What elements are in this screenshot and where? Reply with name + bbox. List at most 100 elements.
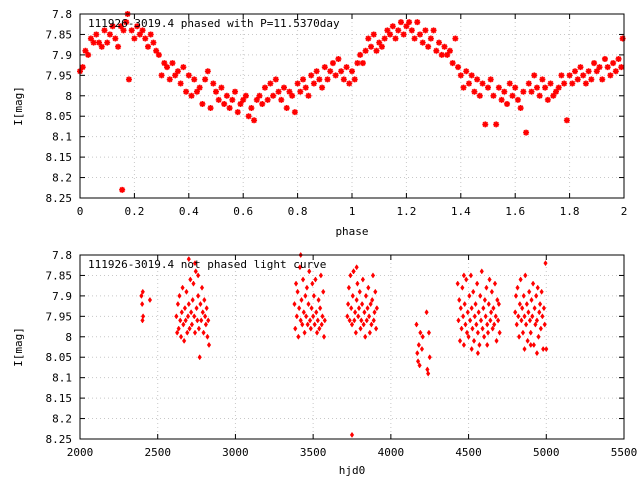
data-point	[585, 68, 592, 75]
data-point	[349, 321, 355, 328]
data-point	[534, 292, 539, 299]
data-point	[521, 292, 526, 299]
data-point	[304, 313, 309, 320]
data-point	[588, 76, 595, 83]
data-point	[533, 84, 540, 91]
data-point	[474, 76, 481, 83]
data-point	[292, 301, 297, 308]
data-point	[354, 264, 359, 271]
data-point	[478, 317, 484, 324]
y-tick-label: 8.2	[52, 413, 72, 426]
data-point	[183, 88, 190, 95]
data-point	[427, 35, 434, 42]
data-point	[475, 329, 481, 336]
data-point	[313, 68, 320, 75]
data-point	[158, 72, 165, 79]
data-point	[218, 84, 225, 91]
data-point	[196, 325, 202, 332]
data-point	[278, 96, 285, 103]
data-point	[79, 64, 86, 71]
data-point	[516, 333, 522, 340]
data-point	[430, 27, 437, 34]
data-point	[604, 64, 611, 71]
data-point	[479, 80, 486, 87]
data-point	[175, 301, 181, 308]
data-point	[513, 309, 518, 316]
data-point	[275, 88, 282, 95]
data-point	[538, 325, 543, 332]
y-tick-label: 7.8	[52, 8, 72, 21]
data-point	[615, 55, 622, 62]
data-point	[215, 96, 222, 103]
data-point	[364, 317, 369, 324]
data-point	[176, 325, 181, 332]
data-point	[619, 35, 626, 42]
data-point	[457, 337, 463, 344]
data-point	[476, 92, 483, 99]
data-point	[199, 317, 204, 324]
x-tick-label: 5000	[533, 446, 560, 459]
data-point	[174, 313, 179, 320]
data-point	[475, 350, 481, 357]
data-point	[363, 333, 368, 340]
data-point	[117, 23, 124, 30]
data-point	[599, 76, 606, 83]
data-point	[136, 31, 143, 38]
data-point	[403, 23, 410, 30]
data-point	[191, 280, 196, 287]
data-point	[237, 100, 244, 107]
data-point	[406, 19, 413, 26]
data-point	[253, 96, 260, 103]
data-point	[195, 317, 200, 324]
data-point	[426, 370, 431, 377]
data-point	[185, 313, 191, 320]
data-point	[321, 64, 328, 71]
data-point	[495, 84, 502, 91]
data-point	[321, 333, 327, 340]
data-point	[467, 292, 472, 299]
data-point	[187, 325, 192, 332]
data-point	[182, 337, 187, 344]
unphased-x-tick-labels: 2000 2500 3000 3500 4000 4500 5000 5500	[67, 446, 638, 459]
data-point	[392, 35, 399, 42]
data-point	[482, 296, 487, 304]
y-tick-label: 8.25	[46, 433, 73, 446]
data-point	[376, 39, 383, 46]
data-point	[471, 88, 478, 95]
data-point	[525, 337, 530, 344]
data-point	[455, 64, 462, 71]
data-point	[248, 105, 255, 112]
data-point	[457, 296, 462, 304]
data-point	[463, 68, 470, 75]
data-point	[183, 317, 188, 324]
x-tick-label: 2	[621, 205, 628, 218]
data-point	[468, 72, 475, 79]
data-point	[181, 321, 186, 328]
data-point	[459, 325, 464, 332]
unphased-y-axis-label: I[mag]	[12, 327, 25, 367]
data-point	[483, 313, 488, 320]
data-point	[369, 321, 374, 328]
data-point	[489, 309, 494, 316]
data-point	[348, 272, 353, 279]
data-point	[340, 76, 347, 83]
phased-data-points	[77, 11, 626, 193]
data-point	[531, 341, 536, 348]
data-point	[178, 317, 183, 324]
data-point	[486, 301, 491, 308]
data-point	[518, 276, 523, 283]
data-point	[245, 113, 252, 120]
data-point	[188, 92, 195, 99]
data-point	[541, 346, 546, 353]
y-tick-label: 7.9	[52, 49, 72, 62]
data-point	[359, 301, 365, 308]
phased-light-curve-panel: 0 0.2 0.4 0.6 0.8 1 1.2 1.4 1.6 1.8 2 7.87.857.97.…	[12, 8, 627, 238]
data-point	[504, 100, 511, 107]
data-point	[210, 80, 217, 87]
data-point	[134, 23, 141, 30]
data-point	[466, 333, 471, 340]
data-point	[482, 121, 489, 128]
data-point	[140, 317, 145, 324]
data-point	[298, 317, 303, 324]
